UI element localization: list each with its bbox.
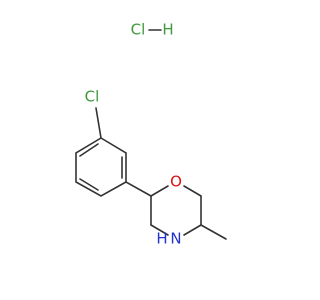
structure-diagram: Cl H Cl O N H bbox=[0, 0, 300, 300]
cl-bond bbox=[95, 107, 102, 139]
ring-link-bond bbox=[125, 181, 152, 197]
atom-label: Cl bbox=[131, 21, 146, 39]
atom-label: H bbox=[156, 230, 167, 248]
benzene-ring bbox=[75, 137, 127, 197]
atom-label: N bbox=[170, 230, 181, 248]
morpholine-ring bbox=[150, 185, 227, 240]
atom-label: Cl bbox=[85, 88, 100, 106]
atom-label: O bbox=[170, 173, 182, 191]
background bbox=[0, 0, 300, 300]
atom-label: H bbox=[162, 21, 173, 39]
